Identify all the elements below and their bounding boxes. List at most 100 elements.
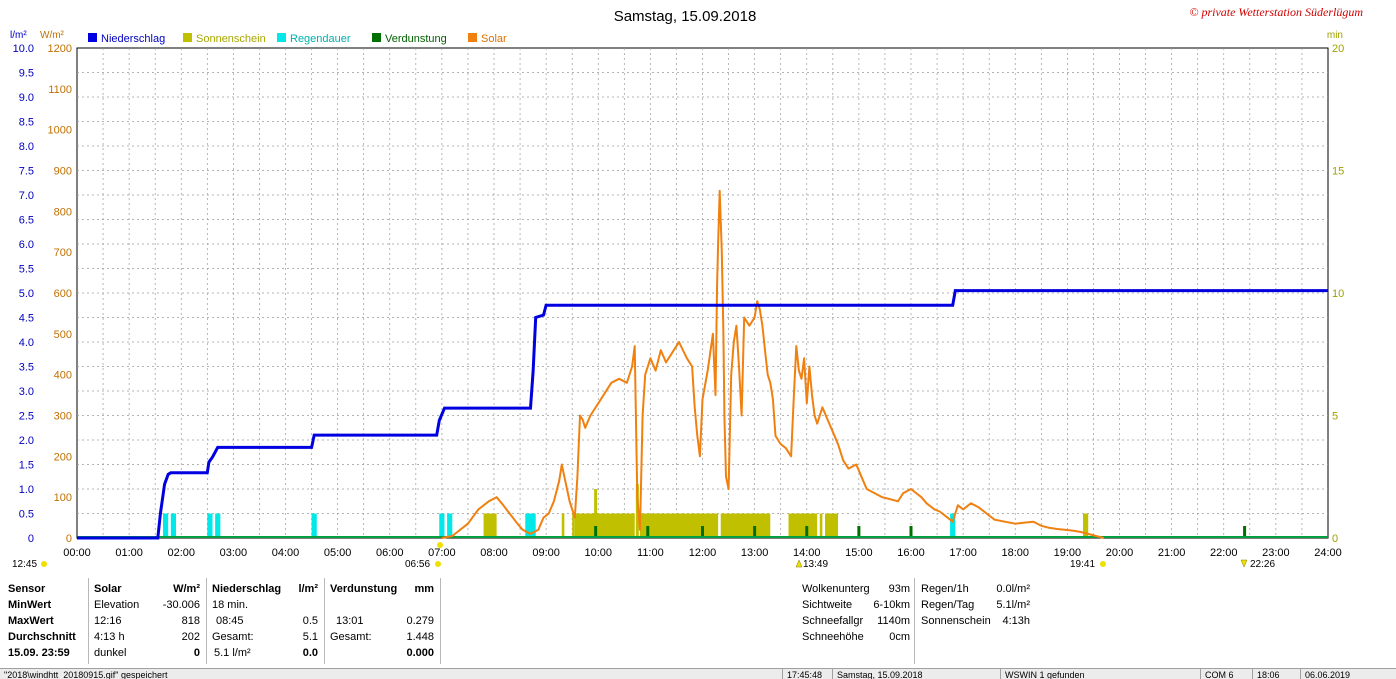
rain-max-value: 0.5 <box>302 615 318 627</box>
solar-tick-label: 500 <box>54 329 72 341</box>
solar-min-value: -30.006 <box>162 599 200 611</box>
rain-duration-bar <box>170 513 177 538</box>
x-tick-label: 20:00 <box>1106 547 1134 559</box>
solar-max-value: 818 <box>181 615 200 627</box>
bar-series <box>77 484 1328 538</box>
info-label-regen-1h: Regen/1h <box>921 583 969 595</box>
x-tick-label: 22:00 <box>1210 547 1238 559</box>
info-value-wolkenunterg: 93m <box>888 583 910 595</box>
x-tick-label: 23:00 <box>1262 547 1290 559</box>
rain-tick-label: 6.5 <box>19 215 34 227</box>
weather-chart: 00:00 01:00 02:00 03:00 04:00 05:00 06:00 07:00… <box>10 5 1363 570</box>
rain-tick-label: 2.0 <box>19 435 34 447</box>
info-value-schneefallgr: 1140m <box>877 615 910 627</box>
rain-tick-label: 9.5 <box>19 68 34 80</box>
solar-min-label: Elevation <box>94 599 140 611</box>
solar-tick-label: 1100 <box>48 84 72 96</box>
rain-duration-bar <box>215 513 221 538</box>
moonrise-icon <box>1240 559 1248 568</box>
solar-current-label: dunkel <box>94 647 127 659</box>
x-tick-label: 19:00 <box>1054 547 1082 559</box>
culmination-time: 13:49 <box>803 559 828 570</box>
rain-tick-label: 3.5 <box>19 362 34 374</box>
solar-avg-duration: 4:13 h <box>94 631 125 643</box>
copyright-text: © private Wetterstation Süderlügum <box>1189 5 1363 19</box>
x-tick-label: 17:00 <box>949 547 977 559</box>
header-sensor: Sensor <box>8 583 46 595</box>
sunshine-bar <box>635 484 639 538</box>
info-label-regen-tag: Regen/Tag <box>921 599 975 611</box>
rain-tick-label: 2.5 <box>19 411 34 423</box>
legend-swatch-verdunstung <box>372 33 381 42</box>
weather-info-column-1: Wolkenunterg 93m Sichtweite 6-10km Schne… <box>802 578 910 664</box>
info-label-schneefallgr: Schneefallgr <box>802 615 864 627</box>
status-today: 06.06.2019 <box>1300 669 1396 679</box>
evaporation-mark <box>594 526 598 538</box>
rain-tick-label: 0.5 <box>19 509 34 521</box>
legend-label-niederschlag: Niederschlag <box>101 33 165 45</box>
legend-label-solar: Solar <box>481 33 507 45</box>
rain-tick-label: 8.0 <box>19 141 34 153</box>
evap-total-label: Gesamt: <box>330 631 372 643</box>
x-tick-label: 02:00 <box>167 547 195 559</box>
minutes-tick-label: 15 <box>1332 166 1344 178</box>
solar-tick-label: 0 <box>66 533 72 545</box>
info-value-regen-tag: 5.1l/m² <box>996 599 1030 611</box>
minutes-tick-label: 10 <box>1332 288 1344 300</box>
status-date: Samstag, 15.09.2018 <box>832 669 997 679</box>
sunshine-bar <box>1083 513 1089 538</box>
x-tick-label: 06:00 <box>376 547 404 559</box>
label-durchschnitt: Durchschnitt <box>8 631 76 643</box>
rain-tick-label: 3.0 <box>19 386 34 398</box>
status-bar: "2018\windhtt_20180915.gif" gespeichert … <box>0 668 1396 679</box>
solar-tick-label: 600 <box>54 288 72 300</box>
evaporation-mark <box>909 526 913 538</box>
legend-swatch-regendauer <box>277 33 286 42</box>
legend-label-verdunstung: Verdunstung <box>385 33 447 45</box>
sunshine-bar <box>572 513 575 538</box>
status-clock: 18:06 <box>1252 669 1297 679</box>
sunshine-bar <box>483 513 497 538</box>
x-tick-label: 11:00 <box>637 547 664 559</box>
rain-duration-bar <box>447 513 453 538</box>
info-label-wolkenunterg: Wolkenunterg <box>802 583 870 595</box>
solar-unit-label: W/m² <box>40 30 65 41</box>
x-tick-label: 08:00 <box>480 547 508 559</box>
info-label-schneehoehe: Schneehöhe <box>802 631 864 643</box>
evaporation-mark <box>646 526 650 538</box>
solar-tick-label: 900 <box>54 166 72 178</box>
rain-tick-label: 0 <box>28 533 34 545</box>
x-tick-label: 05:00 <box>324 547 352 559</box>
x-tick-label: 09:00 <box>532 547 560 559</box>
x-tick-label: 12:00 <box>689 547 717 559</box>
sunshine-bar <box>639 513 719 538</box>
header-verdunstung: Verdunstung <box>330 583 398 595</box>
rain-duration-bar <box>950 513 956 538</box>
moonset-time: 12:45 <box>12 559 37 570</box>
statistics-panel: Sensor MinWert MaxWert Durchschnitt 15.0… <box>0 578 1396 668</box>
rain-tick-label: 5.0 <box>19 288 34 300</box>
info-value-sonnenschein: 4:13h <box>1002 615 1030 627</box>
stats-rain-column: Niederschlag l/m² 18 min. 08:45 0.5 Gesa… <box>206 578 325 664</box>
sunshine-bar <box>824 513 839 538</box>
solar-tick-label: 700 <box>54 247 72 259</box>
rain-total-value: 5.1 <box>302 631 318 643</box>
evap-max-time: 13:01 <box>336 615 364 627</box>
rain-unit-label: l/m² <box>10 30 27 41</box>
header-rain-unit: l/m² <box>298 583 318 595</box>
solar-tick-label: 200 <box>54 451 72 463</box>
x-tick-label: 10:00 <box>584 547 612 559</box>
solar-tick-label: 300 <box>54 411 72 423</box>
rain-duration-bar <box>439 513 445 538</box>
sun-moon-events: 12:45 06:56 13:49 19:41 22:26 <box>12 542 1275 570</box>
x-tick-label: 03:00 <box>220 547 248 559</box>
rain-current-total: 5.1 l/m² <box>214 647 251 659</box>
line-series <box>77 189 1328 540</box>
solar-tick-label: 1000 <box>48 125 72 137</box>
weather-info-column-2: Regen/1h 0.0l/m² Regen/Tag 5.1l/m² Sonne… <box>914 578 1030 664</box>
x-tick-label: 00:00 <box>63 547 91 559</box>
sunset-time: 19:41 <box>1070 559 1095 570</box>
header-solar-unit: W/m² <box>173 583 200 595</box>
legend-label-sonnenschein: Sonnenschein <box>196 33 266 45</box>
label-current-date: 15.09. 23:59 <box>8 647 70 659</box>
